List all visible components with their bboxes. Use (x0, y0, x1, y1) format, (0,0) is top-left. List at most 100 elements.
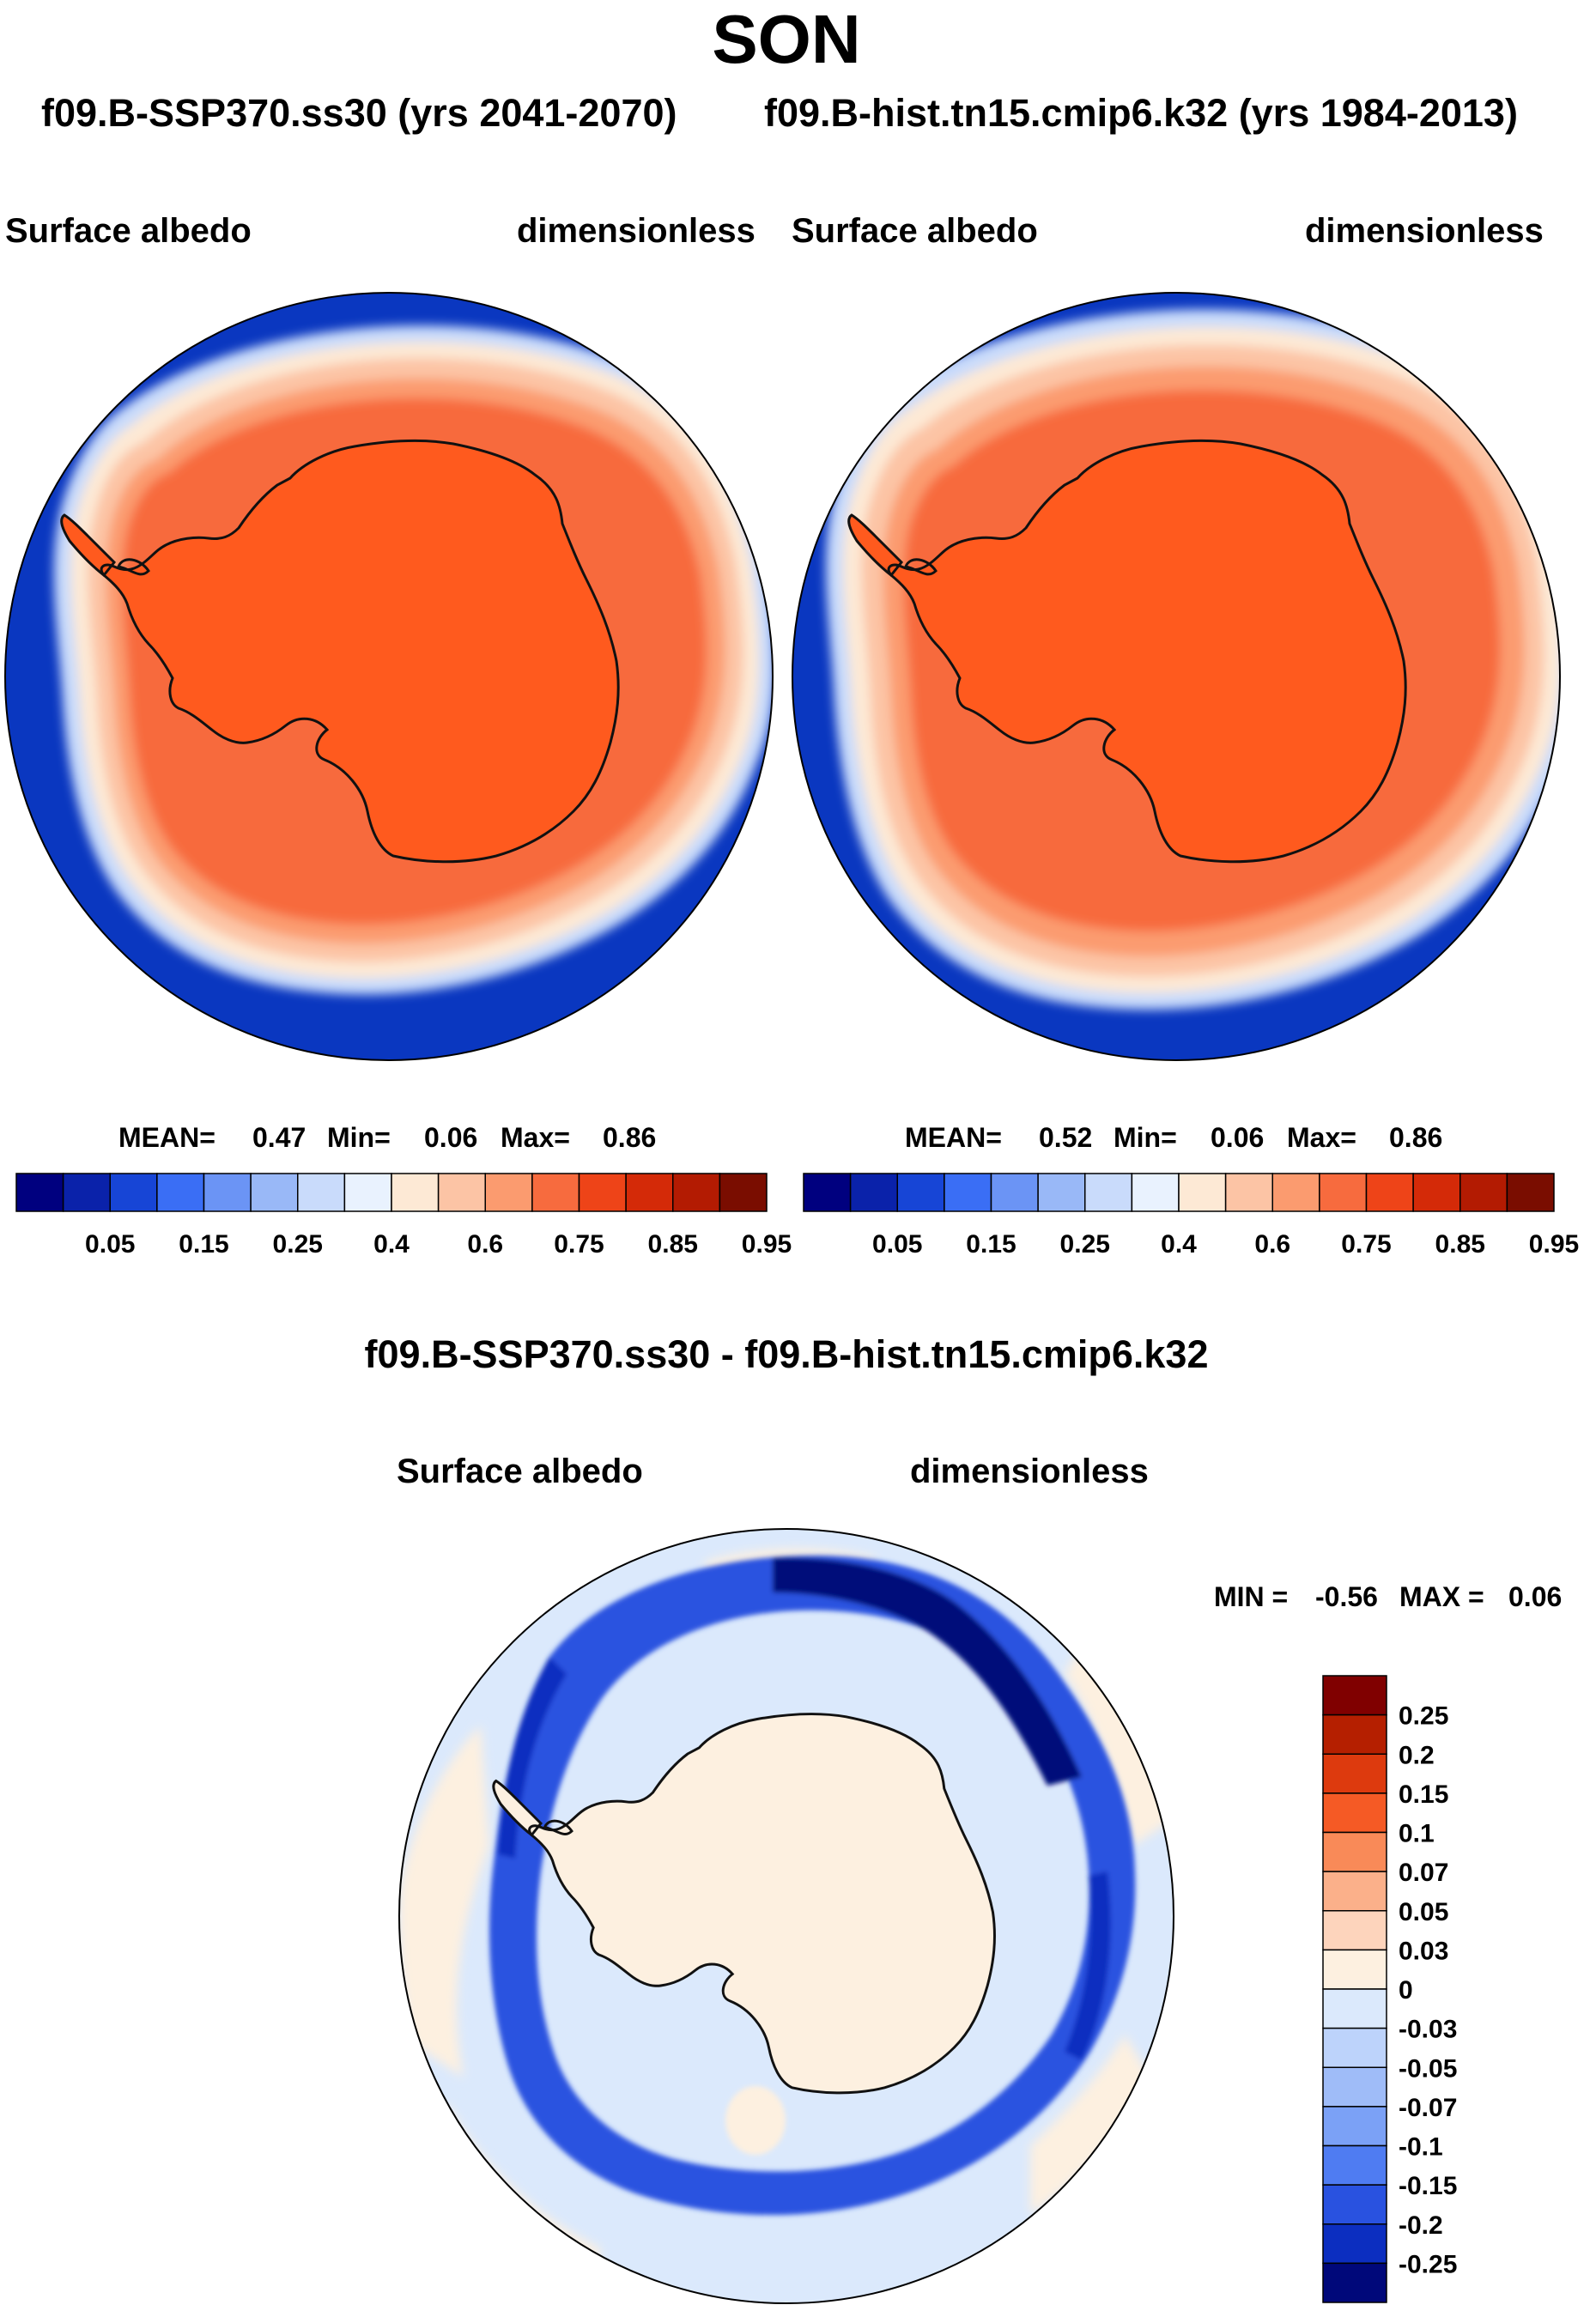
diff-colorbar-swatch (1322, 1910, 1387, 1951)
left-mean-value: 0.47 (252, 1122, 306, 1153)
right-mean-value: 0.52 (1039, 1122, 1093, 1153)
diff-colorbar: 0.25 0.2 0.15 0.1 0.07 0.05 0.03 0 -0.03 -0.05 -0.… (1322, 1675, 1457, 2303)
diff-min-value: -0.56 (1315, 1581, 1378, 1612)
left-colorbar-swatch (156, 1173, 205, 1212)
diff-map-border (398, 1528, 1174, 2304)
right-colorbar-swatch (1412, 1173, 1461, 1212)
diff-colorbar-swatch (1322, 1988, 1387, 2029)
diff-colorbar-tick-label: 0.07 (1399, 1859, 1448, 1887)
left-min-value: 0.06 (424, 1122, 478, 1153)
left-colorbar-tick-label: 0.4 (373, 1230, 410, 1259)
left-colorbar-tick-label: 0.95 (742, 1230, 792, 1259)
left-map (4, 292, 774, 1061)
left-map-border (4, 292, 774, 1061)
diff-colorbar-tick-label: -0.03 (1399, 2016, 1457, 2044)
diff-colorbar-tick-label: -0.07 (1399, 2094, 1457, 2122)
diff-colorbar-swatch (1322, 1753, 1387, 1794)
left-colorbar-swatch (203, 1173, 252, 1212)
left-colorbar-tick-label: 0.25 (273, 1230, 323, 1259)
right-min-label: Min= (1114, 1122, 1177, 1153)
left-colorbar-swatch (484, 1173, 533, 1212)
diff-colorbar-tick-label: 0.25 (1399, 1702, 1448, 1731)
left-colorbar-swatch (391, 1173, 440, 1212)
right-colorbar-swatch (1037, 1173, 1086, 1212)
right-min-value: 0.06 (1211, 1122, 1265, 1153)
diff-colorbar-tick-label: -0.25 (1399, 2250, 1457, 2278)
right-colorbar-swatch (1459, 1173, 1508, 1212)
right-max-label: Max= (1287, 1122, 1356, 1153)
right-colorbar: 0.05 0.15 0.25 0.4 0.6 0.75 0.85 0.95 (803, 1173, 1579, 1259)
left-colorbar-swatch (343, 1173, 392, 1212)
diff-colorbar-tick-label: -0.15 (1399, 2172, 1457, 2200)
right-colorbar-swatch (1084, 1173, 1133, 1212)
diff-colorbar-swatch (1322, 2066, 1387, 2108)
left-colorbar-swatch (531, 1173, 580, 1212)
right-panel-variable: Surface albedo (792, 212, 1038, 250)
diff-panel-units: dimensionless (910, 1453, 1149, 1490)
diff-colorbar-swatch (1322, 1675, 1387, 1716)
left-colorbar-swatch (672, 1173, 721, 1212)
right-colorbar-tick-label: 0.15 (966, 1230, 1016, 1259)
left-colorbar-tick-label: 0.05 (85, 1230, 135, 1259)
left-colorbar-swatch (625, 1173, 674, 1212)
right-colorbar-tick-label: 0.75 (1341, 1230, 1391, 1259)
right-colorbar-swatch (896, 1173, 945, 1212)
diff-colorbar-tick-label: 0.2 (1399, 1741, 1435, 1769)
diff-colorbar-tick-label: 0.1 (1399, 1820, 1435, 1848)
left-colorbar-swatch (250, 1173, 299, 1212)
right-panel-units: dimensionless (1305, 212, 1544, 250)
left-colorbar: 0.05 0.15 0.25 0.4 0.6 0.75 0.85 0.95 (15, 1173, 792, 1259)
left-colorbar-swatch (62, 1173, 111, 1212)
left-colorbar-swatch (15, 1173, 64, 1212)
right-colorbar-swatch (849, 1173, 898, 1212)
right-colorbar-tick-label: 0.85 (1435, 1230, 1485, 1259)
right-colorbar-swatch (1224, 1173, 1273, 1212)
right-colorbar-swatch (1271, 1173, 1320, 1212)
diff-colorbar-swatch (1322, 2223, 1387, 2265)
diff-colorbar-swatch (1322, 1871, 1387, 1912)
diff-colorbar-swatch (1322, 1949, 1387, 1990)
diff-colorbar-tick-label: 0 (1399, 1976, 1413, 2005)
diff-panel-variable: Surface albedo (397, 1453, 643, 1490)
left-panel-units: dimensionless (517, 212, 756, 250)
diff-colorbar-swatch (1322, 1792, 1387, 1834)
diff-colorbar-tick-label: -0.1 (1399, 2133, 1443, 2162)
left-colorbar-swatch (297, 1173, 346, 1212)
left-mean-label: MEAN= (118, 1122, 215, 1153)
right-mean-label: MEAN= (905, 1122, 1002, 1153)
diff-colorbar-tick-label: -0.05 (1399, 2054, 1457, 2083)
left-colorbar-tick-label: 0.75 (554, 1230, 604, 1259)
right-colorbar-swatch (1178, 1173, 1227, 1212)
right-colorbar-swatch (1131, 1173, 1180, 1212)
right-colorbar-tick-label: 0.25 (1060, 1230, 1110, 1259)
difference-title: f09.B-SSP370.ss30 - f09.B-hist.tn15.cmip… (364, 1332, 1209, 1376)
right-run-title: f09.B-hist.tn15.cmip6.k32 (yrs 1984-2013… (764, 91, 1518, 135)
right-colorbar-swatch (1506, 1173, 1555, 1212)
right-colorbar-tick-label: 0.6 (1254, 1230, 1290, 1259)
diff-colorbar-tick-label: -0.2 (1399, 2211, 1443, 2240)
right-colorbar-swatch (803, 1173, 852, 1212)
right-colorbar-swatch (990, 1173, 1039, 1212)
right-colorbar-swatch (1365, 1173, 1414, 1212)
diff-max-label: MAX = (1399, 1581, 1484, 1612)
left-colorbar-tick-label: 0.6 (467, 1230, 503, 1259)
right-colorbar-tick-label: 0.95 (1529, 1230, 1579, 1259)
figure-title: SON (712, 1, 861, 77)
difference-map (398, 1528, 1174, 2304)
diff-min-label: MIN = (1214, 1581, 1289, 1612)
left-colorbar-swatch (109, 1173, 158, 1212)
diff-colorbar-tick-label: 0.15 (1399, 1780, 1448, 1809)
right-colorbar-swatch (1319, 1173, 1368, 1212)
right-map-border (792, 292, 1561, 1061)
right-colorbar-tick-label: 0.05 (872, 1230, 922, 1259)
right-colorbar-swatch (944, 1173, 992, 1212)
right-colorbar-tick-label: 0.4 (1161, 1230, 1197, 1259)
left-colorbar-swatch (437, 1173, 486, 1212)
left-colorbar-swatch (578, 1173, 627, 1212)
diff-colorbar-tick-label: 0.03 (1399, 1937, 1448, 1965)
left-colorbar-tick-label: 0.15 (179, 1230, 228, 1259)
left-panel-variable: Surface albedo (5, 212, 252, 250)
left-run-title: f09.B-SSP370.ss30 (yrs 2041-2070) (41, 91, 677, 135)
right-map (792, 292, 1561, 1061)
